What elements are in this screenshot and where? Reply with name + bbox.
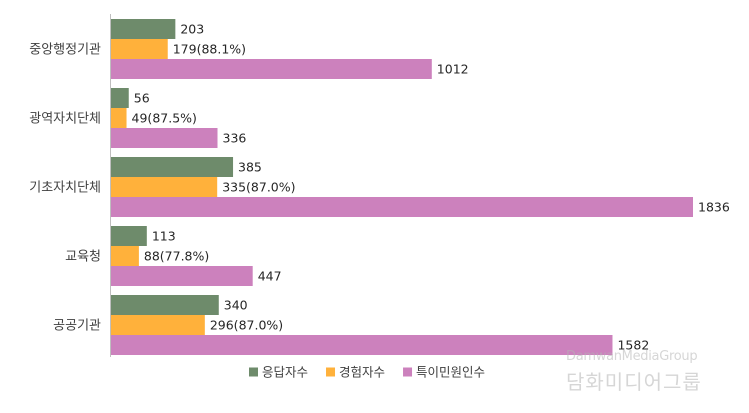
bar-1	[111, 226, 147, 246]
legend-label: 경험자수	[339, 365, 385, 380]
legend-swatch	[403, 367, 413, 377]
bar-3	[111, 335, 613, 355]
data-label: 203	[180, 22, 204, 37]
watermark-text-latin: DamwanMediaGroup	[566, 349, 698, 364]
data-label: 1836	[698, 200, 730, 215]
bar-2	[111, 39, 168, 59]
bar-2	[111, 108, 127, 128]
data-label: 335(87.0%)	[222, 180, 295, 195]
data-label: 1012	[437, 62, 469, 77]
data-label: 340	[224, 298, 248, 313]
bar-3	[111, 59, 432, 79]
data-label: 179(88.1%)	[173, 42, 246, 57]
watermark-text-korean: 담화미디어그룹	[566, 370, 702, 394]
category-label: 중앙행정기관	[29, 42, 101, 58]
data-label: 88(77.8%)	[144, 249, 209, 264]
data-label: 56	[134, 91, 150, 106]
bar-3	[111, 128, 218, 148]
category-label: 공공기관	[53, 319, 101, 334]
bar-1	[111, 157, 234, 177]
data-label: 447	[258, 269, 282, 284]
data-label: 385	[238, 160, 262, 175]
category-label: 기초자치단체	[29, 181, 101, 196]
bar-2	[111, 177, 218, 197]
bar-1	[111, 88, 129, 108]
legend-swatch	[249, 367, 258, 377]
data-label: 336	[223, 131, 247, 146]
data-label: 49(87.5%)	[132, 111, 197, 126]
bar-1	[111, 19, 176, 39]
data-label: 296(87.0%)	[210, 318, 283, 333]
legend-label: 응답자수	[262, 365, 308, 380]
bar-2	[111, 246, 139, 266]
data-label: 1582	[617, 338, 649, 353]
bar-3	[111, 197, 693, 217]
bar-1	[111, 295, 219, 315]
legend-label: 특이민원인수	[416, 365, 485, 380]
category-label: 광역자치단체	[29, 112, 101, 127]
bar-2	[111, 315, 205, 335]
category-label: 교육청	[65, 250, 101, 265]
bar-3	[111, 266, 253, 286]
data-label: 113	[152, 229, 176, 244]
legend-swatch	[326, 367, 336, 377]
